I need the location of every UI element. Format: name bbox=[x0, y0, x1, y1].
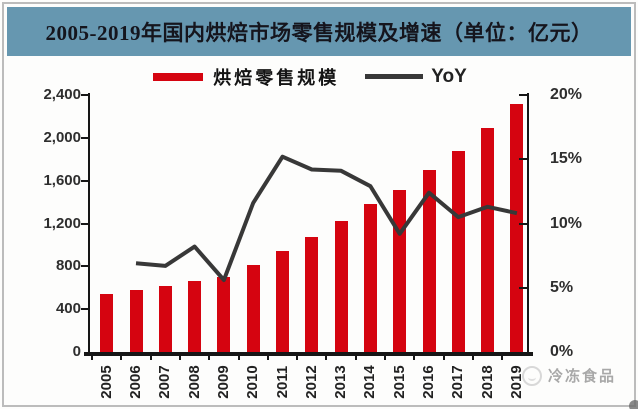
bar-series-swatch-icon bbox=[153, 72, 204, 81]
bottom-axis-tick bbox=[413, 355, 416, 360]
legend: 烘焙零售规模 YoY bbox=[90, 63, 530, 90]
right-axis-tick bbox=[519, 286, 528, 289]
x-axis-label-2018: 2018 bbox=[478, 365, 496, 399]
line-series-swatch-icon bbox=[365, 74, 424, 79]
bottom-axis-tick bbox=[354, 355, 357, 360]
x-axis-label-2012: 2012 bbox=[302, 365, 320, 399]
bar-2017 bbox=[451, 150, 465, 352]
bar-2013 bbox=[334, 220, 348, 352]
bar-2010 bbox=[246, 264, 260, 352]
right-axis-tick bbox=[519, 94, 528, 96]
x-axis-label-2011: 2011 bbox=[273, 365, 291, 399]
x-axis-label-2005: 2005 bbox=[97, 365, 115, 399]
x-axis-label-2016: 2016 bbox=[420, 365, 437, 399]
right-axis-label: 5% bbox=[550, 278, 574, 296]
left-axis-label: 1,600 bbox=[43, 171, 81, 189]
left-axis-label: 1,200 bbox=[43, 214, 81, 232]
bar-2009 bbox=[217, 276, 231, 352]
left-axis-label: 800 bbox=[55, 257, 81, 275]
x-axis-label-2006: 2006 bbox=[127, 365, 144, 399]
x-axis-label-2015: 2015 bbox=[390, 365, 408, 399]
bottom-axis-tick bbox=[384, 355, 387, 360]
right-axis-tick bbox=[519, 222, 528, 225]
x-axis-label-2007: 2007 bbox=[156, 365, 174, 399]
bar-2006 bbox=[129, 290, 143, 352]
left-axis-label: 400 bbox=[55, 300, 81, 318]
left-axis-label: 2,400 bbox=[43, 86, 81, 103]
title-banner: 2005-2019年国内烘焙市场零售规模及增速（单位：亿元） bbox=[7, 7, 631, 56]
left-axis-tick bbox=[81, 265, 88, 268]
right-axis-tick bbox=[519, 158, 528, 161]
left-axis-tick bbox=[81, 308, 88, 311]
bottom-axis-tick bbox=[325, 355, 328, 360]
bottom-axis-tick bbox=[266, 355, 269, 360]
bar-2011 bbox=[276, 251, 289, 352]
left-axis-tick bbox=[81, 94, 88, 96]
x-axis-label-2017: 2017 bbox=[449, 365, 467, 399]
x-axis-label-2014: 2014 bbox=[361, 365, 379, 399]
legend-item-bar-series: 烘焙零售规模 bbox=[153, 64, 339, 90]
bottom-axis-tick bbox=[442, 355, 445, 360]
corner-artifact bbox=[629, 400, 638, 409]
bottom-axis-tick bbox=[178, 355, 181, 360]
x-axis-label-2010: 2010 bbox=[244, 365, 262, 399]
bottom-axis-tick bbox=[208, 355, 211, 360]
bottom-axis-tick bbox=[120, 355, 123, 360]
bottom-axis-tick bbox=[91, 355, 94, 360]
x-axis-label-2008: 2008 bbox=[185, 365, 203, 399]
bar-2007 bbox=[158, 285, 172, 352]
bar-2019 bbox=[510, 103, 524, 352]
legend-item-line-series: YoY bbox=[365, 66, 467, 88]
bar-2005 bbox=[100, 294, 114, 352]
bottom-axis-tick bbox=[237, 355, 240, 360]
legend-label-bar-series: 烘焙零售规模 bbox=[213, 67, 340, 88]
left-axis-label: 0 bbox=[72, 343, 81, 360]
left-axis-label: 2,000 bbox=[43, 128, 81, 146]
x-axis-label-2009: 2009 bbox=[214, 365, 232, 399]
bar-2012 bbox=[305, 236, 319, 352]
bar-2008 bbox=[188, 280, 202, 352]
left-axis-tick bbox=[81, 136, 88, 139]
plot-area bbox=[89, 95, 528, 352]
bottom-axis-tick bbox=[501, 355, 504, 360]
bottom-axis-tick bbox=[296, 355, 299, 360]
yoy-line bbox=[135, 154, 518, 282]
left-axis-tick bbox=[81, 179, 88, 182]
bottom-axis-tick bbox=[149, 355, 152, 360]
right-axis-label: 20% bbox=[550, 86, 583, 103]
bottom-axis-line bbox=[84, 351, 533, 356]
watermark-logo-icon bbox=[522, 365, 542, 386]
left-axis-line bbox=[88, 93, 90, 355]
right-axis-line bbox=[527, 93, 529, 355]
right-axis-label: 10% bbox=[550, 214, 583, 232]
bar-2014 bbox=[363, 203, 377, 352]
right-axis-label: 0% bbox=[550, 343, 574, 360]
legend-label-line-series: YoY bbox=[431, 65, 467, 87]
bar-2018 bbox=[481, 128, 495, 352]
chart-title: 2005-2019年国内烘焙市场零售规模及增速（单位：亿元） bbox=[45, 20, 593, 45]
left-axis-tick bbox=[81, 222, 88, 225]
watermark: 冷冻食品 bbox=[522, 365, 616, 386]
bar-2016 bbox=[422, 169, 436, 352]
watermark-text: 冷冻食品 bbox=[548, 369, 617, 385]
bottom-axis-tick bbox=[471, 355, 474, 360]
right-axis-label: 15% bbox=[550, 150, 583, 168]
x-axis-label-2013: 2013 bbox=[332, 365, 350, 399]
